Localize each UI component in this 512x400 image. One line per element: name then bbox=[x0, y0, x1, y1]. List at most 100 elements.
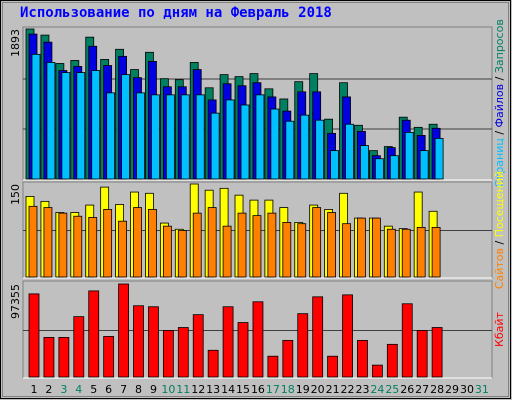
bar bbox=[195, 94, 205, 180]
x-tick-label: 4 bbox=[75, 383, 82, 396]
inner-border bbox=[2, 2, 509, 397]
bar bbox=[371, 217, 381, 278]
bar bbox=[327, 355, 339, 378]
bar bbox=[401, 303, 413, 378]
x-tick-label: 5 bbox=[90, 383, 97, 396]
bar bbox=[237, 322, 249, 378]
x-tick-label: 19 bbox=[296, 383, 310, 396]
bar bbox=[180, 94, 190, 180]
bar bbox=[267, 212, 277, 278]
bar bbox=[252, 215, 262, 278]
bar bbox=[342, 294, 353, 378]
x-tick-label: 23 bbox=[355, 383, 369, 396]
bar bbox=[222, 306, 234, 378]
bar bbox=[58, 212, 68, 278]
bar bbox=[165, 94, 175, 180]
bar bbox=[58, 337, 70, 378]
bar bbox=[315, 119, 325, 180]
bar bbox=[28, 293, 40, 378]
bar bbox=[192, 314, 204, 378]
legend: Кбайт bbox=[493, 311, 506, 346]
bar bbox=[419, 150, 429, 180]
legend-entry: Сайтов bbox=[493, 248, 506, 289]
bar bbox=[312, 296, 324, 378]
x-tick-label: 3 bbox=[60, 383, 67, 396]
x-tick-label: 11 bbox=[176, 383, 190, 396]
x-tick-label: 12 bbox=[191, 383, 205, 396]
bar bbox=[121, 74, 130, 180]
x-tick-label: 31 bbox=[475, 383, 489, 396]
bar bbox=[43, 337, 55, 378]
legend: Сайтов / Посещений bbox=[493, 171, 506, 289]
bar bbox=[73, 215, 83, 278]
bar bbox=[360, 145, 369, 180]
x-tick-label: 21 bbox=[326, 383, 340, 396]
bar bbox=[103, 209, 113, 278]
legend-entry: Файлов bbox=[493, 84, 506, 131]
x-tick-label: 24 bbox=[370, 383, 384, 396]
x-tick-label: 17 bbox=[266, 383, 280, 396]
legend-entry: Посещений bbox=[493, 171, 506, 241]
x-tick-label: 7 bbox=[120, 383, 127, 396]
x-tick-label: 1 bbox=[31, 383, 38, 396]
bar bbox=[416, 330, 428, 378]
bar bbox=[297, 223, 307, 278]
x-tick-label: 9 bbox=[150, 383, 157, 396]
legend-entry: Кбайт bbox=[493, 311, 506, 346]
bar bbox=[386, 228, 396, 278]
bar bbox=[148, 306, 159, 378]
bar bbox=[148, 209, 157, 278]
x-tick-label: 15 bbox=[236, 383, 250, 396]
bar bbox=[136, 92, 145, 180]
bar bbox=[88, 290, 100, 378]
bar bbox=[177, 230, 187, 278]
y-tick-label: 1893 bbox=[9, 29, 22, 57]
bar bbox=[300, 114, 310, 180]
bar bbox=[28, 205, 38, 278]
bar bbox=[162, 225, 172, 278]
bar bbox=[103, 336, 115, 378]
bar bbox=[162, 330, 174, 378]
bar bbox=[404, 132, 414, 180]
bar bbox=[386, 343, 398, 378]
x-tick-label: 25 bbox=[385, 383, 399, 396]
bar bbox=[297, 313, 309, 378]
bar bbox=[270, 108, 280, 180]
bar bbox=[133, 305, 144, 378]
x-tick-label: 30 bbox=[460, 383, 474, 396]
bar bbox=[342, 223, 351, 278]
x-tick-label: 26 bbox=[400, 383, 414, 396]
bar bbox=[207, 207, 217, 278]
bar bbox=[240, 104, 250, 180]
legend: Страниц / Файлов / Запросов bbox=[493, 19, 506, 188]
legend-entry: Запросов bbox=[493, 19, 506, 76]
x-tick-label: 22 bbox=[341, 383, 355, 396]
bar bbox=[106, 92, 116, 180]
bar bbox=[371, 364, 383, 378]
bar bbox=[357, 339, 368, 378]
bar bbox=[374, 158, 384, 180]
bar bbox=[76, 72, 86, 180]
bar bbox=[177, 327, 189, 378]
bar bbox=[267, 355, 279, 378]
legend-entry: Страниц bbox=[493, 138, 506, 188]
legend-separator: / bbox=[493, 240, 506, 247]
bar bbox=[73, 316, 85, 378]
bar bbox=[416, 226, 426, 278]
bar bbox=[282, 339, 294, 378]
bar bbox=[151, 94, 160, 180]
bar bbox=[133, 207, 142, 278]
bar bbox=[31, 53, 41, 180]
bar bbox=[330, 150, 340, 180]
x-tick-label: 10 bbox=[161, 383, 175, 396]
bar bbox=[91, 70, 101, 180]
x-tick-label: 28 bbox=[430, 383, 444, 396]
bar bbox=[401, 228, 411, 278]
bar bbox=[345, 123, 354, 180]
bar bbox=[207, 349, 219, 378]
x-tick-label: 14 bbox=[221, 383, 235, 396]
bar bbox=[431, 226, 441, 278]
bar bbox=[285, 120, 295, 180]
bar bbox=[88, 217, 98, 278]
